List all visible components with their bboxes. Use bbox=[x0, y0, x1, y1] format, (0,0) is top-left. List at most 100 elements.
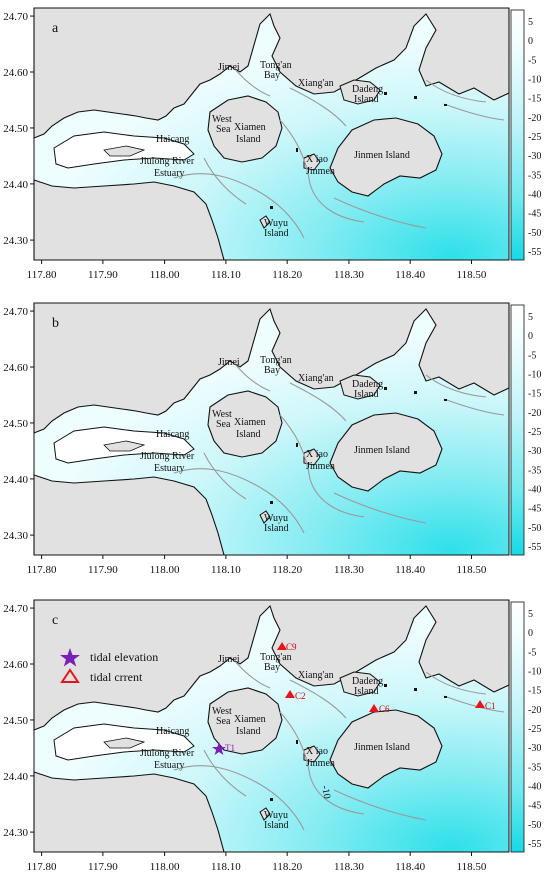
colorbar-tick-label: -5 bbox=[528, 55, 536, 66]
label-jiulong-1: Jiulong River bbox=[140, 156, 195, 167]
colorbar-tick-label: -35 bbox=[528, 465, 541, 476]
label-xiangan: Xiang'an bbox=[298, 373, 334, 384]
colorbar-tick-label: -10 bbox=[528, 75, 541, 86]
x-tick-label: 118.20 bbox=[272, 269, 302, 281]
y-tick-label: 24.30 bbox=[3, 235, 28, 247]
label-jiulong-1: Jiulong River bbox=[140, 451, 195, 462]
station-t1-label: T1 bbox=[225, 743, 235, 753]
label-tongan-2: Bay bbox=[264, 662, 280, 673]
place-labels-b: Jimei Tong'an Bay Xiang'an Dadeng Island… bbox=[140, 355, 410, 534]
colorbar-tick-label: -45 bbox=[528, 801, 541, 812]
colorbar-tick-label: -25 bbox=[528, 427, 541, 438]
colorbar-tick-label: 5 bbox=[528, 312, 533, 323]
x-tick-label: 118.00 bbox=[150, 269, 180, 281]
y-tick-label: 24.50 bbox=[3, 715, 28, 727]
x-tick-label: 118.40 bbox=[395, 269, 425, 281]
label-jimei: Jimei bbox=[218, 62, 240, 73]
y-tick-label: 24.70 bbox=[3, 603, 28, 615]
label-haicang: Haicang bbox=[156, 726, 189, 737]
label-haicang: Haicang bbox=[156, 134, 189, 145]
triangle-icon bbox=[60, 668, 80, 683]
station-c9-triangle-icon bbox=[277, 642, 287, 650]
label-xiangan: Xiang'an bbox=[298, 670, 334, 681]
x-tick-label: 118.10 bbox=[211, 564, 241, 576]
x-tick-label: 117.80 bbox=[27, 861, 57, 873]
panel-letter-a: a bbox=[52, 21, 59, 36]
y-tick-label: 24.40 bbox=[3, 474, 28, 486]
label-wuyu-2: Island bbox=[264, 523, 288, 534]
label-wuyu-1: Wuyu bbox=[264, 810, 288, 821]
colorbar bbox=[510, 601, 525, 853]
station-c2-triangle-icon bbox=[285, 690, 295, 698]
y-tick-label: 24.60 bbox=[3, 67, 28, 79]
y-tick-label: 24.70 bbox=[3, 11, 28, 23]
legend-tidal-current: tidal crrent bbox=[90, 670, 143, 684]
label-westsea-1: West bbox=[212, 114, 232, 125]
place-labels-c: Jimei Tong'an Bay Xiang'an Dadeng Island… bbox=[140, 652, 410, 831]
label-jimei: Jimei bbox=[218, 654, 240, 665]
label-wuyu-1: Wuyu bbox=[264, 218, 288, 229]
label-xiaojinmen-1: X iao bbox=[306, 154, 328, 165]
label-jiulong-2: Estuary bbox=[154, 760, 185, 771]
x-tick-label: 118.00 bbox=[150, 564, 180, 576]
colorbar-tick-label: -40 bbox=[528, 485, 541, 496]
label-wuyu-1: Wuyu bbox=[264, 513, 288, 524]
y-tick-label: 24.30 bbox=[3, 827, 28, 839]
x-tick-label: 118.10 bbox=[211, 269, 241, 281]
x-tick-label: 117.90 bbox=[88, 269, 118, 281]
label-jimei: Jimei bbox=[218, 357, 240, 368]
label-jinmen: Jinmen Island bbox=[354, 150, 410, 161]
colorbar-tick-label: 5 bbox=[528, 609, 533, 620]
label-tongan-2: Bay bbox=[264, 365, 280, 376]
label-jiulong-2: Estuary bbox=[154, 463, 185, 474]
y-tick-label: 24.50 bbox=[3, 418, 28, 430]
colorbar-tick-label: -45 bbox=[528, 209, 541, 220]
x-tick-label: 118.50 bbox=[457, 861, 487, 873]
x-tick-label: 118.20 bbox=[272, 861, 302, 873]
x-tick-label: 118.40 bbox=[395, 564, 425, 576]
colorbar-tick-label: -55 bbox=[528, 542, 541, 553]
y-tick-label: 24.40 bbox=[3, 771, 28, 783]
x-tick-label: 117.90 bbox=[88, 861, 118, 873]
colorbar-tick-label: -50 bbox=[528, 228, 541, 239]
label-dadeng-2: Island bbox=[354, 686, 378, 697]
colorbar-tick-label: -20 bbox=[528, 408, 541, 419]
x-tick-label: 118.30 bbox=[334, 269, 364, 281]
label-dadeng-1: Dadeng bbox=[352, 84, 383, 95]
y-tick-label: 24.60 bbox=[3, 659, 28, 671]
colorbar-tick-label: 0 bbox=[528, 628, 533, 639]
panel-letter-b: b bbox=[52, 316, 59, 331]
label-xiamen-1: Xiamen bbox=[234, 122, 266, 133]
label-westsea-1: West bbox=[212, 706, 232, 717]
colorbar-tick-label: -50 bbox=[528, 523, 541, 534]
x-tick-label: 118.30 bbox=[334, 564, 364, 576]
label-jinmen: Jinmen Island bbox=[354, 742, 410, 753]
station-c6-label: C6 bbox=[379, 704, 390, 714]
x-tick-label: 118.00 bbox=[150, 861, 180, 873]
label-xiaojinmen-2: Jinmen bbox=[306, 758, 335, 769]
colorbar-tick-label: -40 bbox=[528, 782, 541, 793]
colorbar-tick-label: 0 bbox=[528, 36, 533, 47]
panel-b: b Jimei Tong'an Bay Xiang'an Dadeng Isla… bbox=[33, 302, 510, 556]
colorbar-tick-label: -30 bbox=[528, 446, 541, 457]
y-tick-label: 24.40 bbox=[3, 179, 28, 191]
label-xiamen-2: Island bbox=[236, 134, 260, 145]
station-c9-label: C9 bbox=[286, 642, 297, 652]
colorbar-tick-label: -25 bbox=[528, 132, 541, 143]
colorbar-tick-label: -20 bbox=[528, 113, 541, 124]
label-tongan-2: Bay bbox=[264, 70, 280, 81]
label-xiamen-1: Xiamen bbox=[234, 417, 266, 428]
colorbar-tick-label: -25 bbox=[528, 724, 541, 735]
station-c2-label: C2 bbox=[295, 691, 306, 701]
colorbar-tick-label: 5 bbox=[528, 17, 533, 28]
colorbar-tick-label: -35 bbox=[528, 762, 541, 773]
label-xiaojinmen-1: X iao bbox=[306, 746, 328, 757]
label-tongan-1: Tong'an bbox=[260, 652, 292, 663]
label-dadeng-1: Dadeng bbox=[352, 379, 383, 390]
colorbar-tick-label: -5 bbox=[528, 647, 536, 658]
label-xiangan: Xiang'an bbox=[298, 78, 334, 89]
label-jinmen: Jinmen Island bbox=[354, 445, 410, 456]
colorbar-tick-label: -5 bbox=[528, 350, 536, 361]
label-wuyu-2: Island bbox=[264, 820, 288, 831]
x-tick-label: 118.30 bbox=[334, 861, 364, 873]
